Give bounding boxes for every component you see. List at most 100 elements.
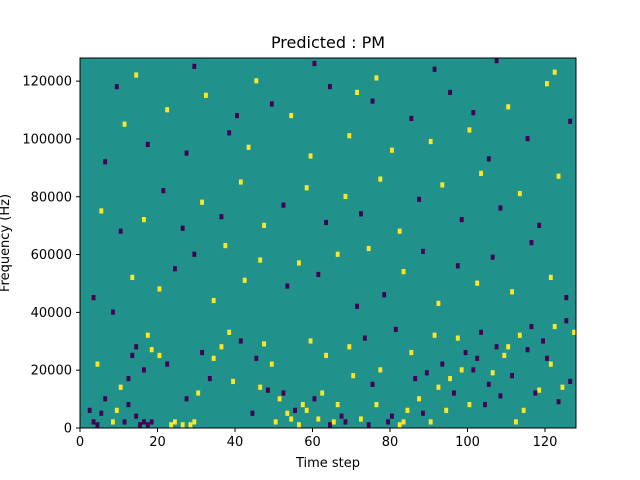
heatmap-cell xyxy=(184,150,189,156)
heatmap-cell xyxy=(130,274,135,280)
heatmap-cell xyxy=(114,84,119,90)
heatmap-cell xyxy=(401,419,406,425)
y-tick-label: 0 xyxy=(64,422,72,437)
plot-frame xyxy=(79,57,577,429)
heatmap-cell xyxy=(409,349,414,356)
heatmap-cell xyxy=(192,419,197,425)
heatmap-cell xyxy=(281,390,286,396)
heatmap-cell xyxy=(269,361,274,367)
heatmap-cell xyxy=(219,214,224,220)
heatmap-cell xyxy=(180,225,185,231)
heatmap-cell xyxy=(339,413,344,419)
heatmap-cell xyxy=(308,338,313,344)
plot-area xyxy=(79,57,577,429)
heatmap-cell xyxy=(529,323,534,330)
heatmap-cell xyxy=(444,407,449,413)
heatmap-cell xyxy=(122,419,127,425)
heatmap-cell xyxy=(235,112,239,119)
heatmap-cell xyxy=(95,422,100,428)
heatmap-cell xyxy=(556,399,561,405)
heatmap-cell xyxy=(452,390,456,396)
heatmap-cell xyxy=(87,407,92,413)
heatmap-cell xyxy=(180,422,185,428)
heatmap-cell xyxy=(359,416,363,422)
x-tick-label: 20 xyxy=(149,435,166,450)
heatmap-cell xyxy=(494,58,499,64)
chart-title: Predicted : PM xyxy=(271,33,385,52)
heatmap-cell xyxy=(184,396,189,402)
heatmap-cell xyxy=(378,176,383,182)
heatmap-cell xyxy=(525,136,530,142)
heatmap-cell xyxy=(254,355,259,361)
heatmap-cell xyxy=(281,202,286,208)
heatmap-cell xyxy=(370,381,375,387)
heatmap-cell xyxy=(537,222,542,228)
heatmap-cell xyxy=(517,190,522,197)
heatmap-cell xyxy=(145,332,150,338)
heatmap-cell xyxy=(316,271,321,278)
heatmap-cell xyxy=(401,269,406,275)
heatmap-cell xyxy=(285,283,290,289)
heatmap-cell xyxy=(428,138,433,145)
heatmap-cell xyxy=(483,401,487,408)
heatmap-cell xyxy=(297,260,301,266)
heatmap-cell xyxy=(289,112,294,119)
heatmap-cell xyxy=(510,373,514,379)
heatmap-cell xyxy=(312,396,317,402)
heatmap-cell xyxy=(355,89,359,95)
heatmap-cell xyxy=(161,188,166,194)
heatmap-cell xyxy=(463,349,468,356)
heatmap-cell xyxy=(397,228,402,234)
heatmap-cell xyxy=(421,248,425,254)
heatmap-cell xyxy=(366,245,371,252)
heatmap-cell xyxy=(370,98,375,104)
heatmap-cell xyxy=(316,416,321,422)
heatmap-cell xyxy=(440,182,445,188)
heatmap-cell xyxy=(490,370,495,376)
heatmap-cell xyxy=(413,375,418,382)
heatmap-cell xyxy=(475,280,480,286)
heatmap-cell xyxy=(211,297,216,304)
heatmap-cell xyxy=(328,84,332,90)
heatmap-cell xyxy=(200,349,204,356)
heatmap-cell xyxy=(328,422,332,428)
heatmap-cell xyxy=(440,361,445,367)
heatmap-cell xyxy=(421,410,425,416)
heatmap-cell xyxy=(366,422,371,428)
heatmap-cell xyxy=(188,422,193,428)
heatmap-cell xyxy=(324,219,328,226)
heatmap-cell xyxy=(312,60,317,67)
heatmap-cell xyxy=(173,266,177,272)
heatmap-cell xyxy=(95,361,100,367)
y-axis: 0 20000 40000 60000 80000 100000 120000 xyxy=(22,75,80,437)
heatmap-cell xyxy=(572,329,576,335)
heatmap-cell xyxy=(386,419,390,425)
heatmap-cell xyxy=(529,240,534,246)
heatmap-cell xyxy=(525,347,530,353)
heatmap-cell xyxy=(397,422,402,428)
y-tick-label: 100000 xyxy=(22,132,72,147)
heatmap-cell xyxy=(537,387,542,393)
heatmap-cell xyxy=(502,352,507,359)
heatmap-cell xyxy=(145,141,150,148)
heatmap-cell xyxy=(517,332,522,338)
heatmap-cell xyxy=(266,387,270,393)
heatmap-cell xyxy=(258,384,263,390)
heatmap-cell xyxy=(351,373,356,379)
heatmap-cell xyxy=(428,419,433,425)
heatmap-cell xyxy=(343,193,348,200)
heatmap-cell xyxy=(145,422,150,428)
heatmap-cell xyxy=(479,170,483,176)
heatmap-cell xyxy=(238,179,243,185)
x-tick-label: 120 xyxy=(533,435,558,450)
heatmap-cell xyxy=(347,133,352,139)
y-tick-label: 20000 xyxy=(31,364,72,379)
heatmap-cell xyxy=(273,419,278,425)
heatmap-cell xyxy=(258,257,263,263)
heatmap-cell xyxy=(142,367,146,373)
heatmap-cell xyxy=(564,295,569,301)
heatmap-cell xyxy=(207,375,212,382)
heatmap-cell xyxy=(219,344,224,350)
heatmap-cell xyxy=(560,384,565,390)
heatmap-cell xyxy=(417,396,421,402)
